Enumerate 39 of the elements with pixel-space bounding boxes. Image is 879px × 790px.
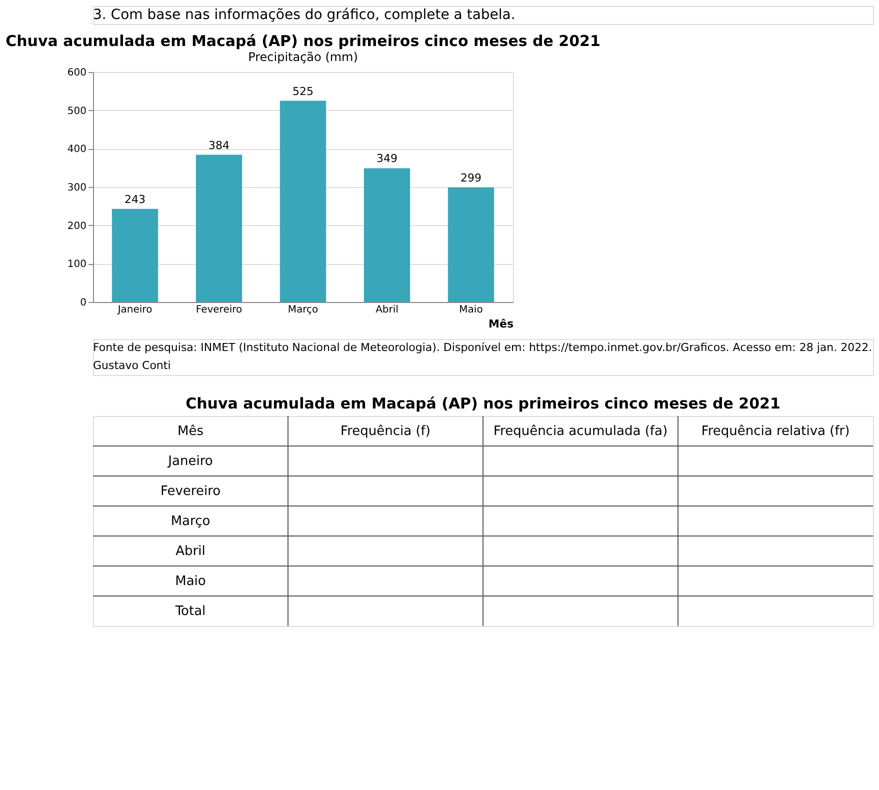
x-axis-title: Mês — [488, 318, 514, 330]
category-label: Janeiro — [168, 454, 213, 469]
y-tick-label: 300 — [67, 182, 86, 194]
data-label: 243 — [124, 192, 146, 206]
source-note: Fonte de pesquisa: INMET (Instituto Nacional de Meteorologia). Disponível em: https://tempo.inmet.gov.br/Graficos. Acesso em: 28 jan. 2022. — [93, 341, 872, 354]
bar — [280, 100, 326, 302]
category-label: Fevereiro — [160, 484, 221, 499]
category-label: Frequência relativa (fr) — [701, 424, 850, 439]
y-tick-label: 400 — [67, 144, 86, 156]
y-tick-label: 200 — [67, 220, 86, 232]
text: 3. Com base nas informações do gráfico, complete a tabela. — [93, 7, 516, 23]
data-label: 525 — [292, 84, 314, 98]
category-label: Frequência (f) — [340, 424, 430, 439]
y-tick-label: 600 — [67, 68, 86, 78]
y-tick-label: 500 — [67, 106, 86, 117]
category-label: Mês — [178, 424, 204, 439]
category-label: Março — [170, 514, 210, 529]
category-label: Maio — [175, 574, 206, 589]
bar — [196, 154, 242, 302]
x-tick-label: Janeiro — [116, 304, 152, 316]
data-label: 299 — [460, 171, 482, 184]
chart-title: Chuva acumulada em Macapá (AP) nos primeiros cinco meses de 2021 — [6, 32, 600, 50]
category-label: Total — [175, 604, 206, 619]
y-axis-title: Precipitação (mm) — [248, 50, 358, 64]
bar — [364, 168, 410, 302]
category-label: Abril — [176, 544, 206, 559]
data-label: 384 — [208, 138, 230, 152]
category-label: Frequência acumulada (fa) — [493, 424, 668, 439]
y-tick-label: 100 — [67, 259, 86, 270]
x-tick-label: Fevereiro — [196, 304, 242, 316]
x-tick-label: Março — [288, 304, 318, 316]
bar — [448, 187, 494, 302]
data-label: 349 — [376, 152, 398, 166]
x-tick-label: Abril — [376, 304, 398, 316]
y-tick-label: 0 — [80, 298, 86, 308]
text: Chuva acumulada em Macapá (AP) nos primeiros cinco meses de 2021 — [186, 394, 780, 412]
bar — [112, 208, 158, 302]
x-tick-label: Maio — [459, 304, 483, 316]
text: Gustavo Conti — [93, 359, 171, 372]
